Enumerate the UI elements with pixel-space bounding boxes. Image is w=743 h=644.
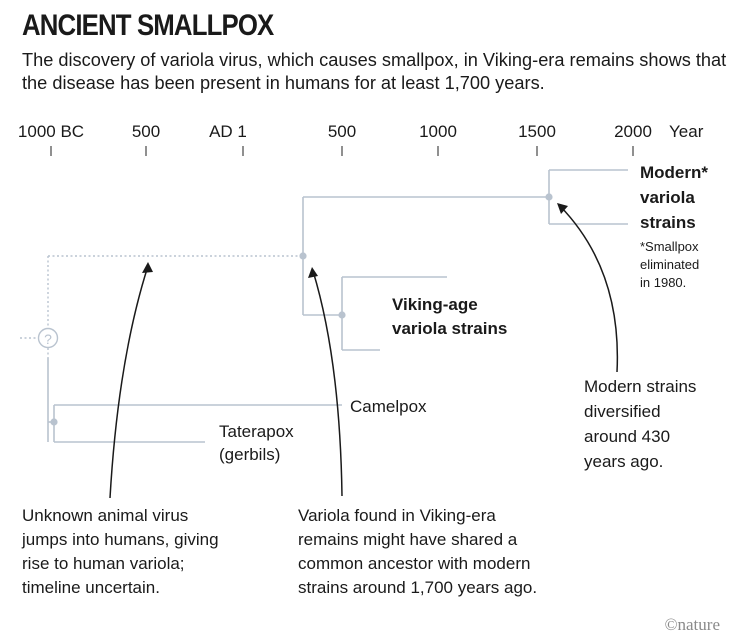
nature-credit-logo: ©nature [665,615,720,634]
arrowhead [557,203,568,214]
unknown-virus-note: Unknown animal virus [22,506,188,525]
modern-strains-label: Modern* [640,163,708,182]
unknown-virus-note: rise to human variola; [22,554,185,573]
viking-strains-label: variola strains [392,319,507,338]
axis-tick-label: AD 1 [209,122,247,141]
smallpox-footnote: *Smallpox [640,239,699,254]
modern-strains-note: around 430 [584,427,670,446]
taterapox-label: (gerbils) [219,445,280,464]
camelpox-label: Camelpox [350,397,427,416]
time-axis: 1000 BC 500 AD 1 500 1000 1500 2000 Year [18,122,704,156]
modern-diversification-arrow [559,205,619,373]
axis-tick-label: 500 [328,122,356,141]
unknown-origin-label: ? [44,331,52,347]
viking-ancestor-note: strains around 1,700 years ago. [298,578,537,597]
variola-ancestor-node [299,252,307,260]
tree-branches: ? [20,169,628,443]
modern-strains-note: diversified [584,402,661,421]
unknown-origin-marker [37,327,59,349]
modern-strains-note: years ago. [584,452,663,471]
viking-ancestor-arrow [312,270,343,497]
unknown-virus-arrow [109,265,149,499]
arrowhead [308,267,318,278]
smallpox-footnote: eliminated [640,257,699,272]
viking-ancestor-note: common ancestor with modern [298,554,530,573]
axis-tick-label: 2000 [614,122,652,141]
orthopox-ancestor-node [50,418,58,426]
viking-ancestor-note: remains might have shared a [298,530,518,549]
page-subtitle: The discovery of variola virus, which ca… [22,50,727,93]
axis-tick-label: 1000 [419,122,457,141]
viking-ancestor-note: Variola found in Viking-era [298,506,496,525]
modern-ancestor-node [545,193,553,201]
annotations: Modern strains diversified around 430 ye… [21,377,696,597]
viking-strains-label: Viking-age [392,295,478,314]
axis-tick-label: 500 [132,122,160,141]
taterapox-label: Taterapox [219,422,294,441]
axis-unit-label: Year [669,122,704,141]
axis-tick-label: 1000 BC [18,122,84,141]
modern-strains-label: variola [640,188,695,207]
leaf-labels: Modern* variola strains *Smallpox elimin… [219,163,708,464]
arrowhead [142,262,153,273]
axis-tick-label: 1500 [518,122,556,141]
smallpox-footnote: in 1980. [640,275,686,290]
unknown-virus-note: jumps into humans, giving [21,530,219,549]
page-title: ANCIENT SMALLPOX [22,9,274,42]
unknown-virus-note: timeline uncertain. [22,578,160,597]
modern-strains-label: strains [640,213,696,232]
annotation-arrows [109,203,619,499]
modern-strains-note: Modern strains [584,377,696,396]
viking-ancestor-node [338,311,346,319]
